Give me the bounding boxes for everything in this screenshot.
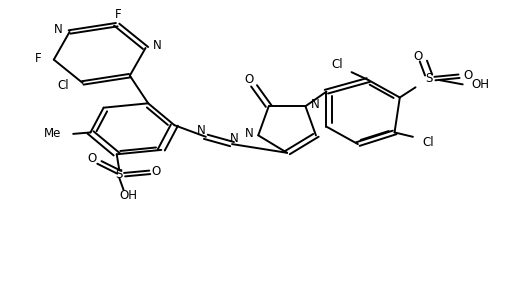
Text: F: F (35, 52, 42, 65)
Text: S: S (425, 72, 432, 85)
Text: O: O (244, 73, 253, 86)
Text: S: S (115, 168, 123, 181)
Text: F: F (115, 8, 122, 21)
Text: Cl: Cl (423, 136, 434, 149)
Text: N: N (197, 124, 206, 138)
Text: N: N (54, 23, 62, 36)
Text: Me: Me (44, 127, 62, 141)
Text: O: O (87, 152, 96, 165)
Text: Cl: Cl (57, 79, 69, 92)
Text: N: N (310, 98, 319, 111)
Text: Cl: Cl (331, 58, 343, 71)
Text: OH: OH (120, 188, 138, 202)
Text: O: O (414, 50, 423, 63)
Text: O: O (463, 69, 473, 82)
Text: OH: OH (472, 78, 490, 91)
Text: N: N (245, 127, 253, 141)
Text: O: O (151, 165, 161, 178)
Text: N: N (153, 39, 161, 52)
Text: N: N (230, 132, 239, 145)
